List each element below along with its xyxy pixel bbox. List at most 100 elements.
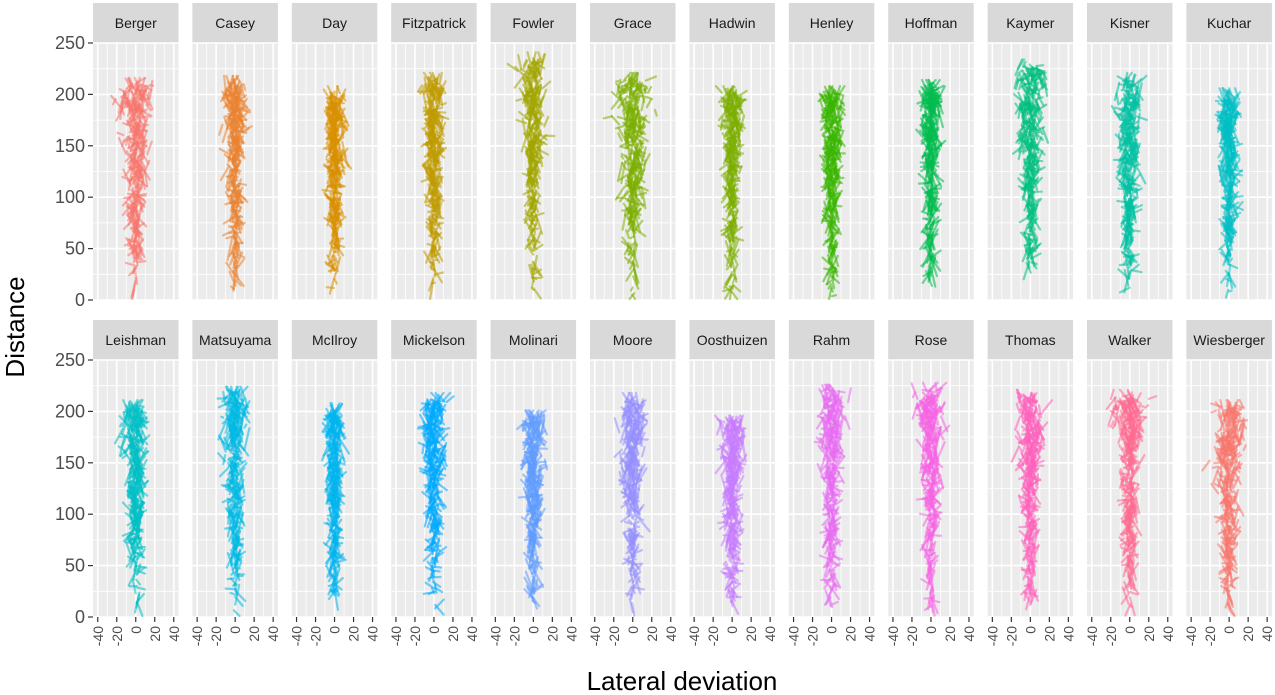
shot-segment: [233, 155, 238, 171]
shot-segment: [128, 244, 138, 250]
shot-segment: [232, 200, 240, 218]
shot-segment: [425, 81, 432, 91]
shot-segment: [117, 92, 126, 114]
shot-segment: [130, 151, 138, 157]
shot-segment: [523, 94, 533, 98]
shot-segment: [922, 114, 931, 118]
shot-segment: [424, 203, 433, 209]
shot-segment: [616, 85, 623, 102]
shot-segment: [621, 210, 627, 231]
shot-segment: [118, 88, 127, 93]
shot-segment: [116, 131, 125, 137]
shot-segments: [714, 85, 748, 301]
shot-segment: [233, 251, 246, 259]
shot-segment: [221, 97, 229, 107]
shot-segment: [428, 260, 435, 266]
strip-label: Day: [322, 15, 347, 31]
facet-casey: Casey: [192, 3, 278, 301]
shot-segment: [219, 165, 231, 182]
shot-segment: [227, 119, 235, 135]
shot-segment: [229, 285, 236, 291]
shot-segment: [435, 104, 439, 112]
shot-segment: [234, 274, 245, 288]
shot-segment: [432, 174, 443, 179]
shot-segment: [631, 209, 637, 213]
shot-segment: [139, 157, 146, 168]
shot-segment: [1032, 150, 1036, 159]
shot-segment: [429, 171, 437, 191]
shot-segment: [143, 119, 148, 125]
shot-segment: [643, 85, 647, 95]
facet-henley: Henley: [788, 3, 875, 301]
shot-segment: [136, 88, 144, 103]
shot-segment: [431, 169, 437, 176]
shot-segment: [234, 189, 247, 201]
shot-segment: [532, 243, 544, 252]
strip-label: Hoffman: [905, 15, 958, 31]
shot-segment: [645, 98, 653, 109]
shot-segment: [632, 164, 641, 170]
shot-segment: [535, 137, 546, 144]
shot-segment: [329, 141, 335, 144]
shot-segment: [135, 172, 139, 180]
shot-segment: [428, 71, 437, 81]
shot-segment: [225, 168, 232, 189]
shot-segment: [641, 94, 645, 104]
shot-segments: [218, 74, 253, 292]
shot-segment: [637, 140, 642, 147]
shot-segment: [628, 154, 633, 165]
shot-segment: [117, 136, 128, 156]
shot-segment: [1230, 185, 1234, 192]
shot-segment: [332, 180, 338, 194]
shot-segment: [223, 115, 229, 130]
shot-segment: [433, 268, 444, 284]
shot-segment: [425, 221, 434, 235]
shot-segment: [532, 154, 542, 160]
strip-label: Casey: [215, 15, 255, 31]
facet-matsuyama: Matsuyama: [192, 320, 278, 618]
shot-segment: [616, 115, 628, 121]
shot-segment: [126, 238, 135, 243]
shot-segment: [333, 240, 341, 251]
shot-segment: [432, 231, 438, 242]
shot-segment: [233, 236, 238, 246]
shot-segment: [437, 124, 445, 130]
shot-segment: [327, 164, 334, 171]
shot-segment: [334, 167, 339, 182]
shot-segment: [830, 243, 834, 251]
shot-segment: [1035, 64, 1045, 68]
shot-segment: [632, 143, 639, 163]
shot-segment: [527, 209, 536, 219]
shot-segment: [239, 101, 251, 112]
shot-segment: [1020, 131, 1025, 141]
shot-segment: [531, 223, 538, 233]
shot-segment: [633, 105, 640, 110]
shot-segment: [1031, 89, 1035, 95]
shot-segment: [431, 147, 440, 164]
shot-segment: [1130, 229, 1141, 233]
shot-segment: [623, 256, 633, 265]
shot-segment: [531, 155, 538, 167]
shot-segment: [428, 74, 433, 83]
shot-segment: [325, 125, 335, 141]
shot-segment: [635, 106, 642, 131]
shot-segment: [333, 217, 338, 226]
shot-segment: [530, 286, 535, 292]
shot-segment: [432, 79, 442, 87]
shot-segment: [639, 116, 651, 124]
shot-segments: [321, 85, 353, 295]
shot-segment: [1026, 225, 1032, 230]
shot-segment: [1027, 74, 1034, 78]
shot-segment: [421, 163, 432, 179]
shot-segment: [637, 80, 641, 91]
shot-segment: [721, 132, 726, 138]
shot-segment: [227, 171, 237, 179]
shot-segment: [513, 75, 525, 89]
shot-segment: [1027, 92, 1032, 104]
shot-segment: [1017, 77, 1027, 82]
shot-segment: [429, 136, 437, 150]
strip-background: [391, 3, 477, 43]
shot-segment: [438, 152, 446, 159]
shot-segment: [514, 65, 525, 76]
shot-segment: [635, 72, 639, 86]
